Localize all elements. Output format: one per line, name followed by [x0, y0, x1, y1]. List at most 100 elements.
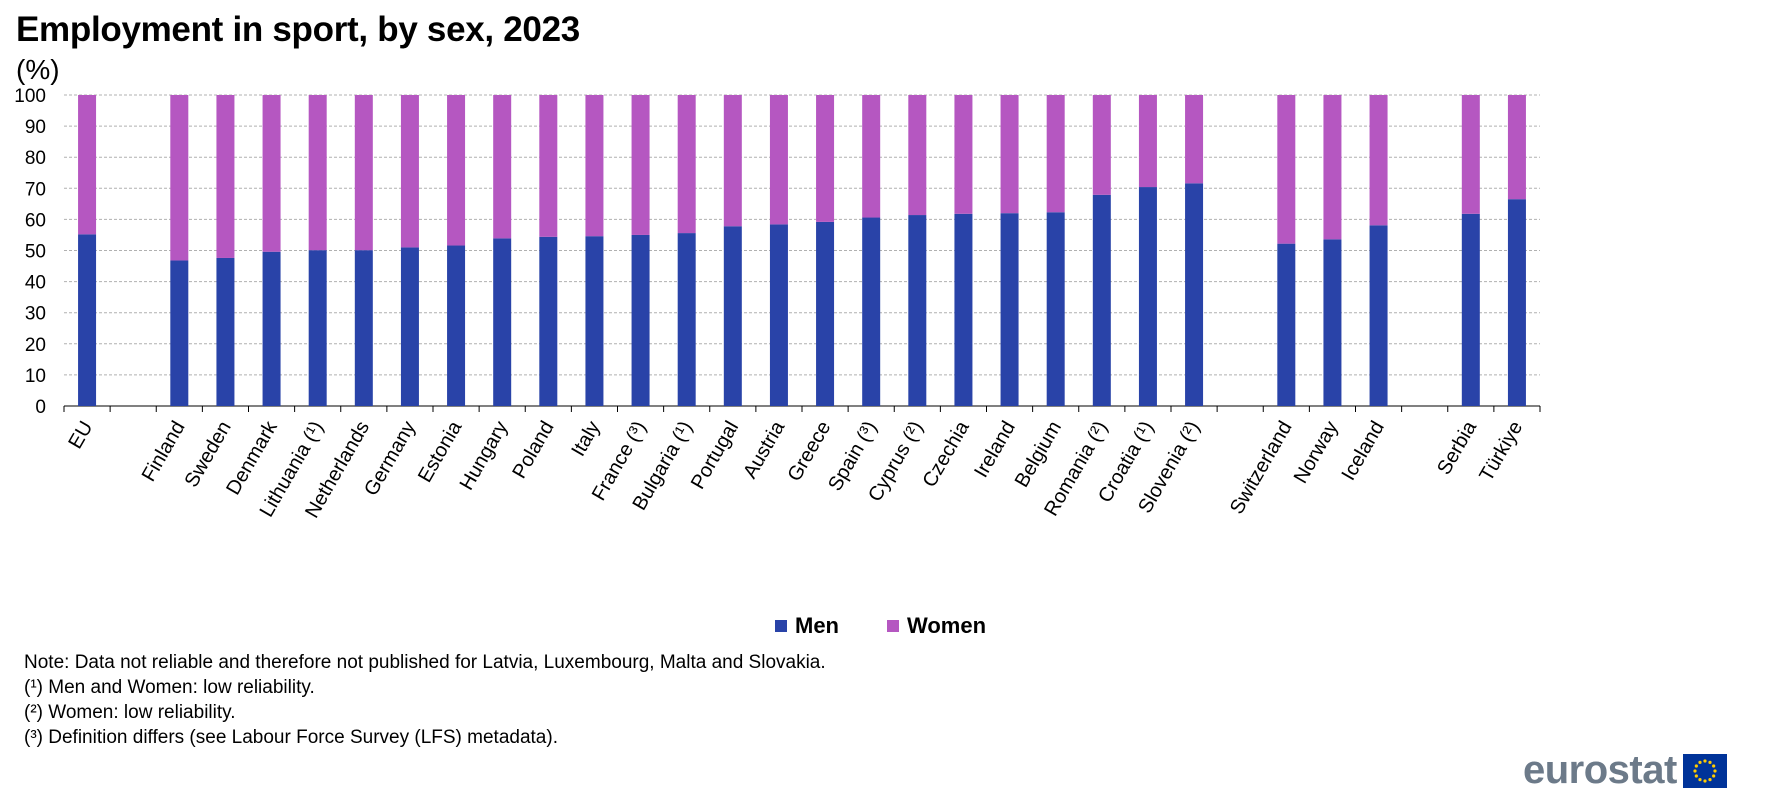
bar-women [1000, 95, 1019, 214]
bar-women [816, 95, 835, 222]
footnotes: Note: Data not reliable and therefore no… [24, 650, 826, 750]
x-tick-label: Iceland [1338, 418, 1389, 485]
flag-star [1703, 758, 1707, 763]
x-tick-label: Austria [739, 417, 790, 483]
bar-men [816, 221, 835, 406]
flag-star [1713, 768, 1717, 773]
y-tick-label: 50 [25, 242, 46, 263]
bar-men [1461, 213, 1480, 406]
bar-women [78, 95, 97, 235]
bar-women [677, 95, 696, 234]
bar-women [1046, 95, 1065, 213]
bar-women [170, 95, 189, 261]
legend-item-women: Women [887, 613, 986, 639]
bar-men [723, 226, 742, 406]
bar-women [447, 95, 466, 246]
bar-men [493, 238, 512, 406]
bar-women [908, 95, 927, 216]
legend-item-men: Men [775, 613, 839, 639]
eurostat-logo: eurostat [1523, 748, 1727, 793]
bar-men [262, 251, 281, 406]
x-tick-label: Türkiye [1475, 418, 1527, 486]
x-tick-label: Italy [567, 418, 604, 461]
bar-men [170, 260, 189, 406]
y-tick-label: 70 [25, 179, 46, 200]
bar-men [78, 234, 97, 406]
bar-men [1369, 225, 1388, 406]
flag-star [1693, 768, 1697, 773]
bar-men [677, 233, 696, 406]
bar-women [1185, 95, 1204, 184]
legend-swatch-women [887, 620, 899, 632]
bar-men [1000, 213, 1019, 406]
note-line: (²) Women: low reliability. [24, 702, 236, 723]
y-tick-label: 100 [14, 86, 46, 107]
legend-label-men: Men [795, 613, 839, 638]
bar-men [354, 250, 373, 406]
bar-women [308, 95, 327, 251]
bar-women [354, 95, 373, 251]
bar-women [493, 95, 512, 239]
note-line: (¹) Men and Women: low reliability. [24, 677, 315, 698]
unit-label: (%) [16, 54, 60, 85]
y-tick-label: 60 [25, 210, 46, 231]
y-tick-label: 90 [25, 117, 46, 138]
legend-label-women: Women [907, 613, 987, 638]
bar-men [1507, 199, 1526, 406]
bar-women [1092, 95, 1111, 195]
bar-women [1138, 95, 1157, 188]
bar-women [262, 95, 281, 252]
bar-women [1323, 95, 1342, 240]
flag-star [1698, 760, 1702, 764]
x-tick-label: Switzerland [1226, 418, 1297, 519]
bar-women [1369, 95, 1388, 226]
bar-men [216, 257, 235, 406]
bar-women [1507, 95, 1526, 200]
x-tick-label: Finland [138, 418, 190, 486]
bar-men [1046, 212, 1065, 406]
y-tick-label: 30 [25, 304, 46, 325]
bar-men [539, 236, 558, 406]
bar-men [1185, 183, 1204, 406]
x-tick-label: Norway [1290, 418, 1343, 488]
bar-men [447, 245, 466, 406]
bar-men [1323, 239, 1342, 406]
bar-women [769, 95, 788, 225]
x-tick-label: Ireland [970, 418, 1020, 482]
flag-star [1694, 773, 1698, 778]
chart-legend: Men Women [775, 613, 986, 639]
x-tick-label: Serbia [1433, 417, 1481, 479]
bar-men [908, 215, 927, 406]
note-line: (³) Definition differs (see Labour Force… [24, 727, 558, 748]
bar-women [862, 95, 881, 218]
flag-star [1708, 760, 1712, 764]
y-tick-label: 10 [25, 366, 46, 387]
y-tick-label: 80 [25, 148, 46, 169]
bar-men [769, 224, 788, 406]
flag-star [1694, 763, 1698, 768]
chart-title: Employment in sport, by sex, 2023 [16, 10, 580, 49]
x-tick-label: Czechia [919, 417, 975, 491]
bar-women [723, 95, 742, 227]
y-tick-label: 40 [25, 273, 46, 294]
flag-star [1698, 777, 1702, 781]
bar-men [585, 236, 604, 406]
bar-women [1277, 95, 1296, 244]
bar-women [400, 95, 419, 248]
flag-star [1711, 763, 1716, 768]
bar-women [585, 95, 604, 237]
flag-star [1703, 778, 1707, 783]
bar-men [1138, 187, 1157, 406]
y-tick-label: 0 [35, 397, 46, 418]
bar-men [954, 213, 973, 406]
flag-star [1711, 773, 1716, 778]
bar-men [400, 247, 419, 406]
bar-women [1461, 95, 1480, 214]
bar-women [954, 95, 973, 214]
bar-women [539, 95, 558, 237]
bar-men [1092, 194, 1111, 406]
eurostat-logo-text: eurostat [1523, 748, 1677, 792]
bar-men [1277, 243, 1296, 406]
note-line: Note: Data not reliable and therefore no… [24, 652, 826, 673]
